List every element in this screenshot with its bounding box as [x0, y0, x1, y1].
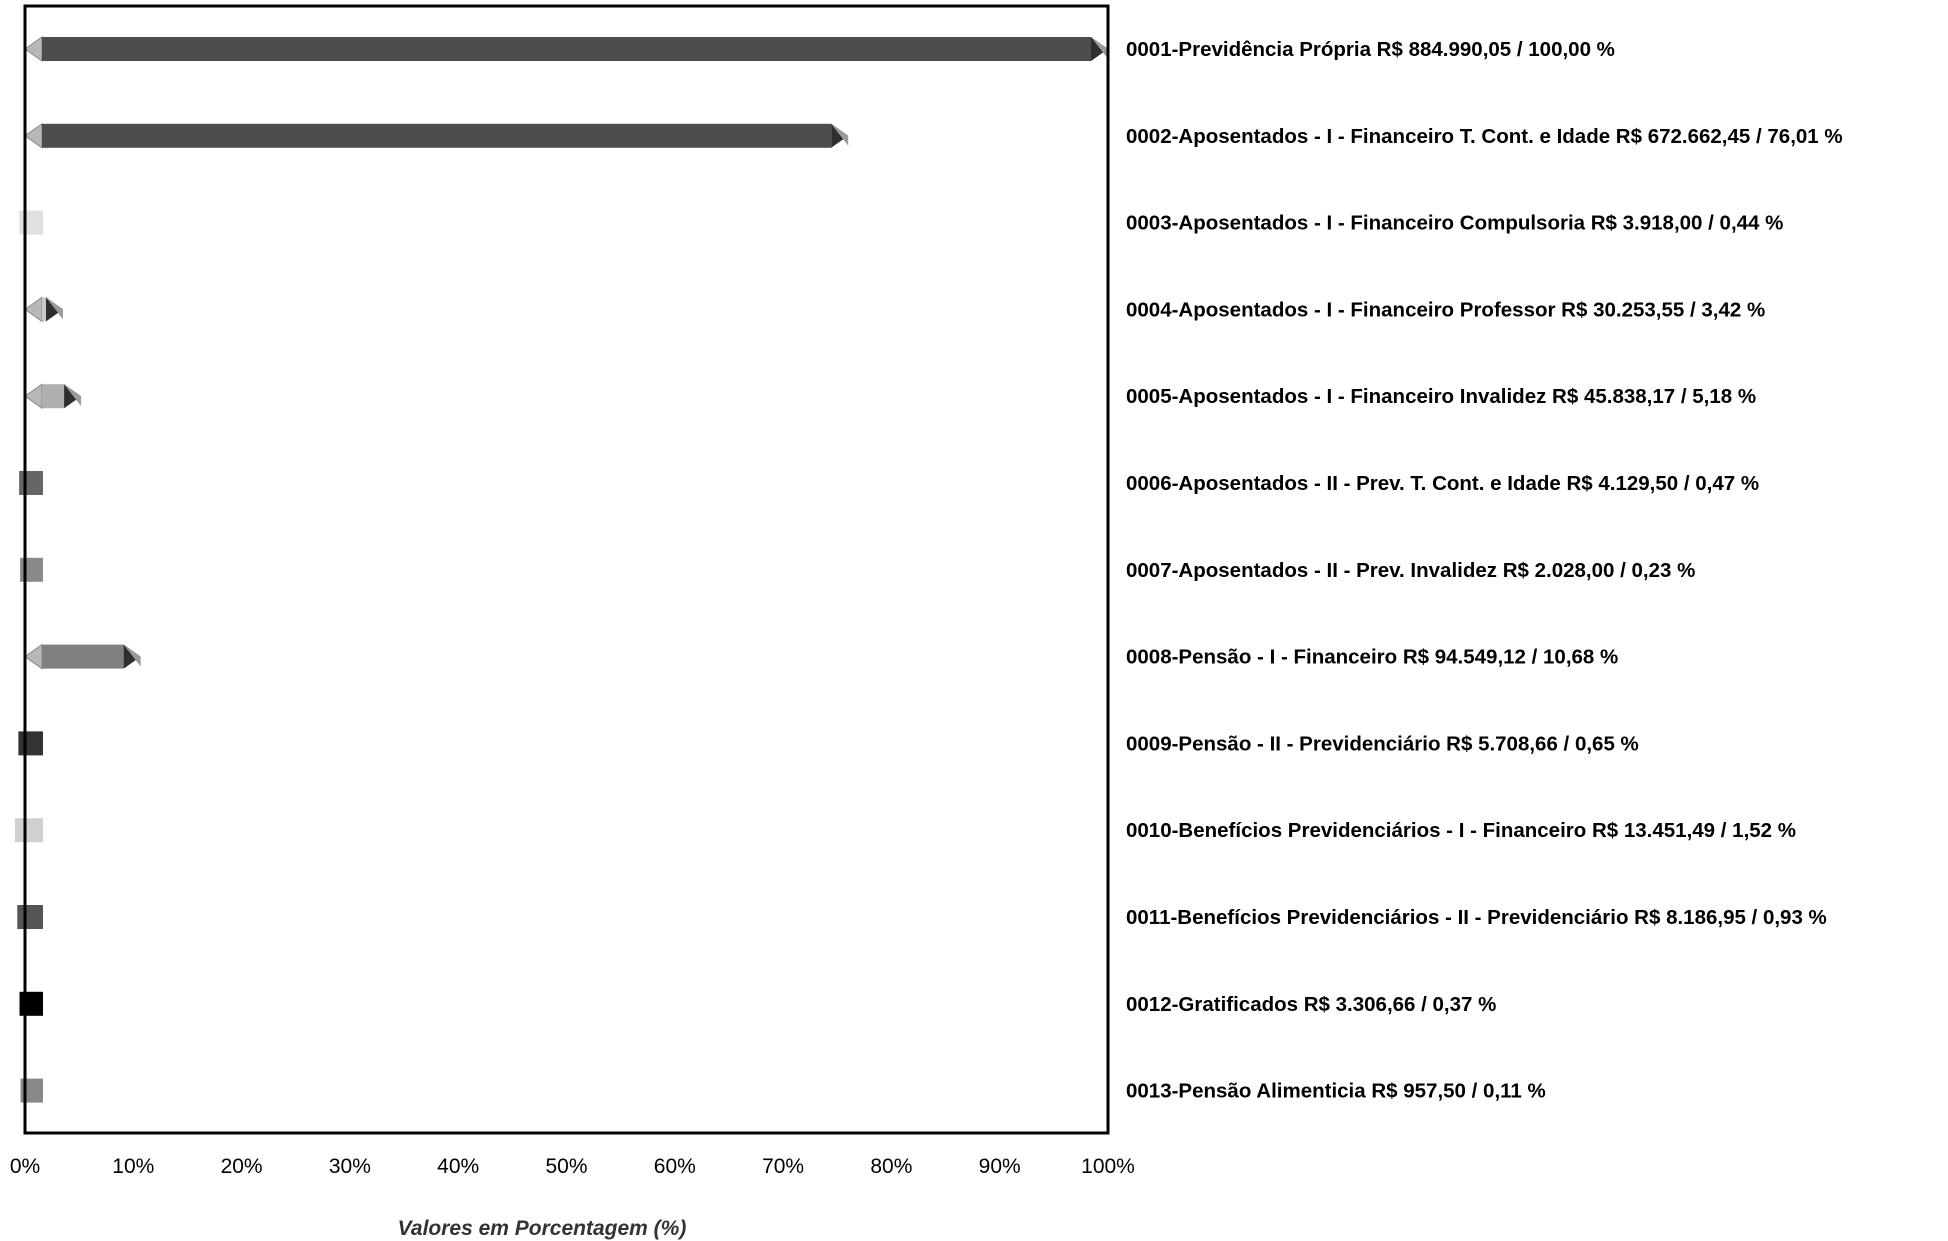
bar-right-bevel-highlight [831, 123, 849, 146]
bar-body [18, 731, 43, 756]
category-label-4: 0004-Aposentados - I - Financeiro Profes… [1126, 298, 1765, 321]
category-label-10: 0010-Benefícios Previdenciários - I - Fi… [1126, 819, 1796, 842]
x-tick-label: 90% [979, 1155, 1021, 1178]
bar-10 [14, 818, 43, 843]
bar-5 [24, 383, 82, 410]
bar-body [42, 297, 46, 322]
x-tick-label: 10% [112, 1155, 154, 1178]
category-label-9: 0009-Pensão - II - Previdenciário R$ 5.7… [1126, 732, 1639, 755]
x-tick-label: 30% [329, 1155, 371, 1178]
bar-left-bevel [24, 643, 43, 670]
bar-1 [24, 36, 1108, 62]
category-label-5: 0005-Aposentados - I - Financeiro Invali… [1126, 385, 1756, 408]
bar-right-bevel [46, 297, 63, 322]
bar-9 [18, 731, 43, 756]
category-label-7: 0007-Aposentados - II - Prev. Invalidez … [1126, 559, 1695, 582]
bar-11 [17, 905, 43, 929]
x-tick-label: 70% [762, 1155, 804, 1178]
category-label-8: 0008-Pensão - I - Financeiro R$ 94.549,1… [1126, 646, 1618, 669]
bar-right-bevel-highlight [123, 644, 141, 667]
bar-body [42, 644, 124, 669]
bar-body [42, 384, 65, 409]
bar-right-bevel-highlight [46, 297, 63, 320]
category-label-2: 0002-Aposentados - I - Financeiro T. Con… [1126, 125, 1843, 148]
x-tick-label: 50% [545, 1155, 587, 1178]
bar-right-bevel-highlight [1091, 37, 1108, 59]
x-axis-title: Valores em Porcentagem (%) [398, 1217, 687, 1240]
bar-right-bevel [64, 384, 82, 409]
category-label-12: 0012-Gratificados R$ 3.306,66 / 0,37 % [1126, 993, 1496, 1016]
bar-right-bevel [123, 644, 141, 669]
bar-body [14, 818, 43, 843]
bar-right-bevel [1091, 37, 1108, 61]
bar-body [19, 991, 43, 1016]
bar-left-bevel [24, 36, 43, 62]
category-label-6: 0006-Aposentados - II - Prev. T. Cont. e… [1126, 472, 1759, 495]
x-axis-ticks: 0% 10% 20% 30% 40% 50% 60% 70% 80% 90% 100% [10, 1155, 1135, 1178]
x-tick-label: 20% [221, 1155, 263, 1178]
bar-6 [19, 471, 43, 495]
bar-left-bevel [24, 296, 43, 323]
category-label-11: 0011-Benefícios Previdenciários - II - P… [1126, 906, 1827, 929]
category-label-13: 0013-Pensão Alimenticia R$ 957,50 / 0,11… [1126, 1080, 1546, 1103]
bar-12 [19, 991, 43, 1016]
bar-body [17, 905, 43, 929]
bar-2 [24, 122, 849, 149]
bar-body [42, 123, 832, 148]
bar-left-bevel [24, 122, 43, 149]
x-tick-label: 40% [437, 1155, 479, 1178]
x-tick-label: 80% [870, 1155, 912, 1178]
category-label-1: 0001-Previdência Própria R$ 884.990,05 /… [1126, 38, 1615, 61]
bar-right-bevel-highlight [64, 384, 82, 407]
plot-frame [23, 4, 1110, 1135]
bar-3 [19, 210, 43, 235]
bar-8 [24, 643, 141, 670]
bar-left-bevel [24, 383, 43, 410]
bar-4 [24, 296, 63, 323]
category-label-3: 0003-Aposentados - I - Financeiro Compul… [1126, 212, 1783, 235]
x-tick-label: 60% [654, 1155, 696, 1178]
bars-layer [14, 36, 1108, 1103]
bar-body [42, 37, 1091, 61]
category-labels: 0001-Previdência Própria R$ 884.990,05 /… [1126, 38, 1843, 1103]
bar-right-bevel [831, 123, 849, 148]
bar-body [19, 210, 43, 235]
bar-body [19, 471, 43, 495]
x-tick-label: 0% [10, 1155, 40, 1178]
x-tick-label: 100% [1081, 1155, 1135, 1178]
